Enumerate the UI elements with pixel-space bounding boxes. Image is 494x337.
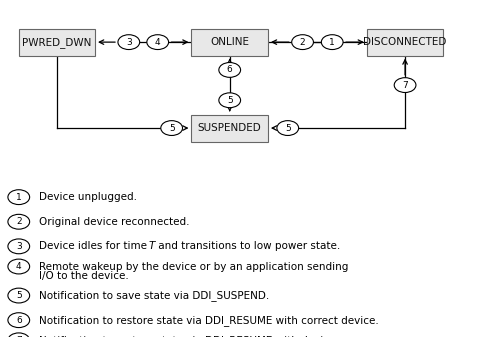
- Text: 3: 3: [126, 38, 132, 47]
- Text: 5: 5: [227, 96, 233, 105]
- Circle shape: [321, 35, 343, 50]
- Text: Device idles for time: Device idles for time: [39, 241, 149, 251]
- Text: T: T: [149, 241, 155, 251]
- Text: 6: 6: [227, 65, 233, 74]
- Circle shape: [8, 288, 30, 303]
- FancyBboxPatch shape: [192, 115, 268, 142]
- Circle shape: [147, 35, 168, 50]
- Text: 4: 4: [155, 38, 161, 47]
- Text: Remote wakeup by the device or by an application sending: Remote wakeup by the device or by an app…: [39, 262, 348, 272]
- Circle shape: [8, 259, 30, 274]
- Text: 1: 1: [16, 193, 22, 202]
- Text: 5: 5: [16, 291, 22, 300]
- Text: PWRED_DWN: PWRED_DWN: [22, 37, 91, 48]
- Circle shape: [219, 93, 241, 108]
- Text: 4: 4: [16, 262, 22, 271]
- Text: Notification to save state via DDI_SUSPEND.: Notification to save state via DDI_SUSPE…: [39, 290, 269, 301]
- Text: 6: 6: [16, 316, 22, 325]
- FancyBboxPatch shape: [192, 29, 268, 56]
- Text: Notification to restore state via DDI_RESUME with correct device.: Notification to restore state via DDI_RE…: [39, 315, 378, 326]
- Circle shape: [8, 214, 30, 229]
- Circle shape: [161, 121, 183, 135]
- Text: and transitions to low power state.: and transitions to low power state.: [155, 241, 340, 251]
- FancyBboxPatch shape: [19, 29, 95, 56]
- Text: 5: 5: [169, 124, 174, 132]
- Text: 2: 2: [300, 38, 305, 47]
- Text: Device unplugged.: Device unplugged.: [39, 192, 136, 202]
- Circle shape: [8, 313, 30, 328]
- Text: SUSPENDED: SUSPENDED: [198, 123, 262, 133]
- Text: 2: 2: [16, 217, 22, 226]
- Text: Notification to restore state via DDI_RESUME with device: Notification to restore state via DDI_RE…: [39, 335, 335, 337]
- Circle shape: [118, 35, 140, 50]
- FancyBboxPatch shape: [367, 29, 443, 56]
- Text: ONLINE: ONLINE: [210, 37, 249, 47]
- Text: 3: 3: [16, 242, 22, 251]
- Text: DISCONNECTED: DISCONNECTED: [364, 37, 447, 47]
- Text: Original device reconnected.: Original device reconnected.: [39, 217, 189, 227]
- Circle shape: [8, 333, 30, 337]
- Text: I/O to the device.: I/O to the device.: [39, 271, 128, 281]
- Circle shape: [394, 78, 416, 92]
- Circle shape: [291, 35, 313, 50]
- Circle shape: [8, 190, 30, 205]
- Text: 7: 7: [16, 336, 22, 337]
- Text: 1: 1: [329, 38, 335, 47]
- Circle shape: [277, 121, 298, 135]
- Circle shape: [8, 239, 30, 254]
- Text: 7: 7: [402, 81, 408, 90]
- Circle shape: [219, 62, 241, 77]
- Text: 5: 5: [285, 124, 290, 132]
